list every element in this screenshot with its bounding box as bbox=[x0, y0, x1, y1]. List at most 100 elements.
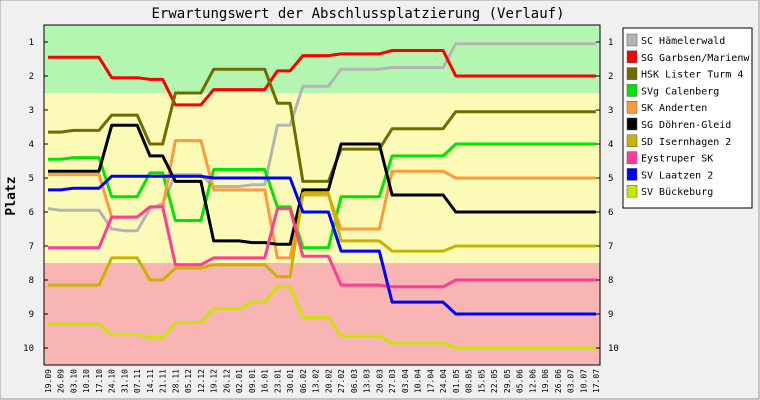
y-tick-label-left: 6 bbox=[29, 208, 34, 218]
series-line-2 bbox=[48, 49, 596, 107]
y-tick-label-right: 9 bbox=[608, 310, 613, 320]
x-tick-label: 29.05 bbox=[503, 369, 512, 393]
legend-label-10: SV Bückeburg bbox=[641, 187, 713, 198]
x-tick-label: 28.11 bbox=[171, 369, 180, 393]
x-tick-label: 15.05 bbox=[477, 369, 486, 393]
legend-swatch-6 bbox=[626, 117, 638, 131]
x-tick-label: 07.11 bbox=[133, 369, 142, 393]
y-tick-label-left: 3 bbox=[29, 106, 34, 116]
y-tick-label-right: 7 bbox=[608, 242, 613, 252]
legend-swatch-3 bbox=[626, 67, 638, 80]
x-tick-label: 26.06 bbox=[554, 369, 563, 393]
legend-swatch-9 bbox=[626, 168, 638, 181]
x-tick-label: 31.10 bbox=[121, 369, 130, 393]
x-tick-label: 03.10 bbox=[70, 369, 79, 393]
y-tick-label-right: 2 bbox=[608, 72, 613, 82]
y-axis-label: Platz bbox=[4, 176, 19, 215]
x-tick-label: 19.12 bbox=[210, 369, 219, 393]
x-tick-label: 10.10 bbox=[82, 369, 91, 393]
legend-swatch-1 bbox=[626, 33, 638, 47]
legend: SC Hämelerwald SG Garbsen/Marienw HSK List… bbox=[622, 27, 753, 209]
y-tick-label-right: 5 bbox=[608, 174, 613, 184]
x-tick-label: 03.07 bbox=[567, 369, 576, 393]
series-line-4 bbox=[48, 142, 596, 250]
x-tick-label: 09.01 bbox=[248, 369, 257, 393]
y-tick-label-right: 4 bbox=[608, 140, 613, 150]
series-line-10 bbox=[48, 285, 596, 350]
x-tick-label: 10.07 bbox=[579, 369, 588, 393]
x-tick-label: 19.06 bbox=[541, 369, 550, 393]
x-tick-label: 06.03 bbox=[350, 369, 359, 393]
x-tick-label: 26.09 bbox=[57, 369, 66, 393]
legend-box bbox=[622, 27, 753, 209]
x-tick-label: 22.05 bbox=[490, 369, 499, 393]
legend-swatch-2 bbox=[626, 50, 638, 64]
x-tick-label: 24.04 bbox=[439, 369, 448, 393]
plot-border bbox=[43, 24, 601, 366]
series-line-1 bbox=[47, 42, 596, 233]
x-tick-label: 17.10 bbox=[95, 369, 104, 393]
series-line-8 bbox=[48, 205, 596, 289]
x-tick-label: 27.02 bbox=[337, 369, 346, 393]
legend-label-9: SV Laatzen 2 bbox=[641, 170, 713, 181]
y-tick-label-right: 6 bbox=[608, 208, 613, 218]
legend-label-7: SD Isernhagen 2 bbox=[641, 137, 731, 148]
series-line-6 bbox=[48, 123, 596, 246]
y-tick-label-right: 3 bbox=[608, 106, 613, 116]
series-line-9 bbox=[48, 174, 596, 316]
x-tick-label: 20.03 bbox=[375, 369, 384, 393]
grid-lines bbox=[44, 41, 600, 349]
x-tick-label: 08.05 bbox=[465, 369, 474, 393]
y-tick-label-left: 1 bbox=[29, 38, 34, 48]
x-tick-label: 06.02 bbox=[299, 369, 308, 393]
legend-label-3: HSK Lister Turm 4 bbox=[641, 70, 743, 81]
legend-label-6: SG Döhren-Gleid bbox=[641, 120, 731, 131]
series-line-3 bbox=[48, 67, 596, 183]
x-tick-labels: 19.09 26.09 03.10 10.10 17.10 24.10 31.10 07.11… bbox=[44, 369, 601, 393]
legend-label-1: SC Hämelerwald bbox=[641, 36, 725, 47]
y-tick-labels: 1 1 2 2 3 3 4 4 5 5 6 6 7 7 8 8 9 9 10 10 bbox=[23, 38, 619, 354]
legend-swatch-7 bbox=[626, 134, 638, 148]
x-tick-label: 12.06 bbox=[528, 369, 537, 393]
y-tick-label-left: 7 bbox=[29, 242, 34, 252]
x-tick-label: 05.06 bbox=[516, 369, 525, 393]
y-tick-label-left: 4 bbox=[29, 140, 34, 150]
x-tick-label: 26.12 bbox=[222, 369, 231, 393]
x-tick-label: 13.03 bbox=[363, 369, 372, 393]
legend-swatch-5 bbox=[626, 100, 638, 114]
x-tick-label: 19.09 bbox=[44, 369, 53, 393]
legend-label-4: SVg Calenberg bbox=[641, 86, 719, 97]
x-tick-label: 23.01 bbox=[273, 369, 282, 393]
x-tick-label: 17.07 bbox=[592, 369, 601, 393]
x-tick-label: 30.01 bbox=[286, 369, 295, 393]
legend-swatch-4 bbox=[626, 84, 638, 97]
x-tick-label: 01.05 bbox=[452, 369, 461, 393]
zone-band-1 bbox=[44, 25, 600, 93]
y-tick-label-left: 5 bbox=[29, 174, 34, 184]
y-tick-label-left: 10 bbox=[23, 344, 34, 354]
x-tick-label: 24.10 bbox=[108, 369, 117, 393]
y-tick-label-right: 10 bbox=[608, 344, 619, 354]
x-tick-label: 05.12 bbox=[184, 369, 193, 393]
x-tick-label: 10.04 bbox=[414, 369, 423, 393]
x-tick-label: 16.01 bbox=[261, 369, 270, 393]
series-lines bbox=[47, 42, 596, 350]
x-tick-label: 03.04 bbox=[401, 369, 410, 393]
x-tick-label: 20.02 bbox=[324, 369, 333, 393]
y-tick-label-right: 8 bbox=[608, 276, 613, 286]
x-tick-label: 02.01 bbox=[235, 369, 244, 393]
y-tick-label-left: 2 bbox=[29, 72, 34, 82]
x-tick-label: 14.11 bbox=[146, 369, 155, 393]
x-tick-label: 13.02 bbox=[312, 369, 321, 393]
plot-frame bbox=[43, 24, 601, 366]
legend-swatch-10 bbox=[626, 184, 638, 198]
legend-label-5: SK Anderten bbox=[641, 103, 707, 114]
x-tick-label: 12.12 bbox=[197, 369, 206, 393]
y-tick-label-left: 9 bbox=[29, 310, 34, 320]
x-tick-label: 21.11 bbox=[159, 369, 168, 393]
legend-swatch-8 bbox=[626, 151, 638, 164]
x-tick-label: 27.03 bbox=[388, 369, 397, 393]
chart-title: Erwartungswert der Abschlussplatzierung … bbox=[151, 6, 564, 22]
